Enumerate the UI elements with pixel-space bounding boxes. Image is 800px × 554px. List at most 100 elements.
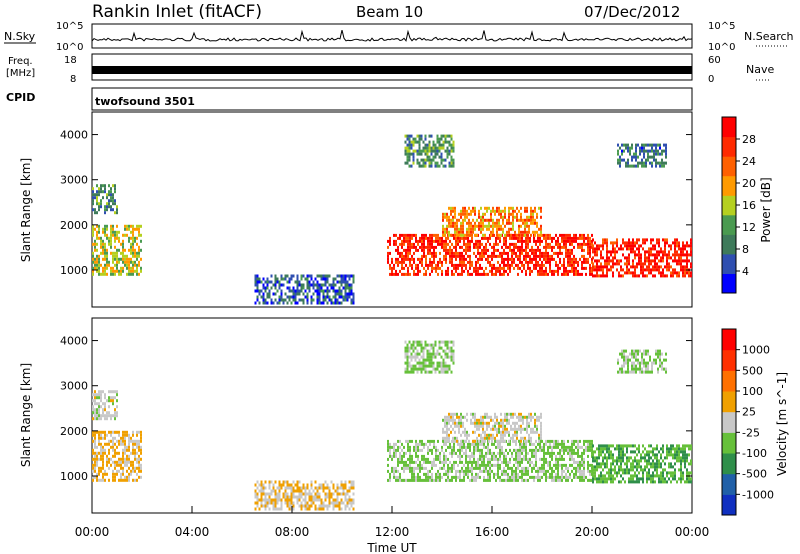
scatter-region-0 bbox=[92, 430, 142, 482]
freq-unit-label: [MHz] bbox=[6, 68, 35, 79]
power-panel-frame bbox=[91, 111, 693, 308]
nave-tick-bottom: 0 bbox=[708, 74, 714, 85]
y-tick-label: 4000 bbox=[60, 129, 88, 142]
colorbar-tick-label: -25 bbox=[742, 426, 760, 439]
colorbar-tick-label: 25 bbox=[742, 406, 756, 419]
date-label: 07/Dec/2012 bbox=[584, 3, 680, 21]
scatter-region-5 bbox=[592, 238, 692, 278]
colorbar-swatch bbox=[722, 214, 736, 235]
velocity-ylabel: Slant Range [km] bbox=[19, 363, 33, 467]
nsearch-tick-bottom: 10^0 bbox=[708, 42, 735, 53]
scatter-region-1 bbox=[92, 390, 118, 421]
colorbar-swatch bbox=[722, 273, 736, 294]
nsky-trace bbox=[91, 29, 693, 42]
scatter-region-6 bbox=[617, 349, 667, 374]
colorbar-swatch bbox=[722, 253, 736, 274]
y-tick-label: 4000 bbox=[60, 335, 88, 348]
x-tick-label: 16:00 bbox=[475, 525, 510, 539]
nsky-tick-bottom: 10^0 bbox=[56, 42, 83, 53]
colorbar-tick-label: 8 bbox=[742, 243, 749, 256]
y-tick-label: 2000 bbox=[60, 425, 88, 438]
cpid-value: twofsound 3501 bbox=[95, 95, 195, 108]
colorbar-swatch bbox=[722, 494, 736, 516]
colorbar-tick-label: 20 bbox=[742, 177, 756, 190]
nsearch-tick-top: 10^5 bbox=[708, 21, 735, 32]
colorbar-swatch bbox=[722, 195, 736, 216]
colorbar-swatch bbox=[722, 234, 736, 255]
scatter-region-2 bbox=[254, 274, 355, 305]
colorbar-tick-label: -500 bbox=[742, 468, 767, 481]
colorbar-swatch bbox=[722, 156, 736, 177]
power-ylabel: Slant Range [km] bbox=[19, 158, 33, 262]
y-tick-label: 2000 bbox=[60, 219, 88, 232]
cpid-label: CPID bbox=[6, 91, 35, 104]
power-panel: Slant Range [km] 1000 2000 3000 4000 bbox=[19, 111, 693, 308]
beam-label: Beam 10 bbox=[356, 3, 423, 21]
colorbar-swatch bbox=[722, 411, 736, 433]
colorbar-swatch bbox=[722, 136, 736, 157]
colorbar-tick-label: 4 bbox=[742, 265, 749, 278]
colorbar-tick-label: 16 bbox=[742, 199, 756, 212]
scatter-region-4 bbox=[442, 206, 542, 237]
freq-trace bbox=[92, 66, 692, 74]
velocity-colorbar-label: Velocity [m s^-1] bbox=[775, 372, 789, 476]
velocity-yticks: 1000 2000 3000 4000 bbox=[60, 335, 692, 483]
colorbar-swatch bbox=[722, 432, 736, 454]
colorbar-swatch bbox=[722, 175, 736, 196]
colorbar-tick-label: 28 bbox=[742, 133, 756, 146]
x-tick-label: 04:00 bbox=[175, 525, 210, 539]
colorbar-swatch bbox=[722, 117, 736, 138]
velocity-colorbar: 1000 500 100 25 -25 -100 -500 -1000 bbox=[721, 328, 774, 516]
x-tick-label: 08:00 bbox=[275, 525, 310, 539]
colorbar-tick-label: 100 bbox=[742, 385, 763, 398]
colorbar-tick-label: 500 bbox=[742, 364, 763, 377]
y-tick-label: 1000 bbox=[60, 264, 88, 277]
scatter-region-7 bbox=[404, 340, 455, 374]
x-tick-label: 12:00 bbox=[375, 525, 410, 539]
scatter-region-3 bbox=[387, 439, 593, 482]
freq-label: Freq. bbox=[8, 56, 33, 67]
velocity-panel-frame bbox=[91, 317, 693, 514]
nsearch-label: N.Search bbox=[744, 30, 794, 43]
station-title: Rankin Inlet (fitACF) bbox=[92, 2, 262, 22]
scatter-region-4 bbox=[442, 412, 542, 443]
cpid-panel-frame bbox=[91, 87, 693, 111]
power-colorbar-label: Power [dB] bbox=[759, 177, 773, 242]
colorbar-tick-label: 24 bbox=[742, 155, 756, 168]
scatter-region-7 bbox=[404, 134, 455, 168]
power-colorbar: 28 24 20 16 12 8 4 bbox=[721, 116, 756, 294]
colorbar-tick-label: 12 bbox=[742, 221, 756, 234]
nsky-label: N.Sky bbox=[4, 30, 36, 43]
power-yticks: 1000 2000 3000 4000 bbox=[60, 129, 692, 277]
colorbar-tick-label: 1000 bbox=[742, 344, 770, 357]
y-tick-label: 3000 bbox=[60, 174, 88, 187]
colorbar-tick-label: -100 bbox=[742, 447, 767, 460]
colorbar-tick-label: -1000 bbox=[742, 488, 774, 501]
velocity-cells bbox=[92, 340, 692, 511]
nave-tick-top: 60 bbox=[708, 55, 721, 66]
freq-tick-top: 18 bbox=[64, 55, 77, 66]
colorbar-swatch bbox=[722, 473, 736, 495]
nsky-tick-top: 10^5 bbox=[56, 21, 83, 32]
power-cells bbox=[92, 134, 692, 305]
scatter-region-0 bbox=[92, 224, 142, 276]
x-tick-label: 00:00 bbox=[675, 525, 710, 539]
time-axis-label: Time UT bbox=[366, 541, 417, 554]
x-tick-label: 20:00 bbox=[575, 525, 610, 539]
x-tick-label: 00:00 bbox=[75, 525, 110, 539]
scatter-region-1 bbox=[92, 184, 118, 215]
colorbar-swatch bbox=[722, 329, 736, 351]
scatter-region-2 bbox=[254, 480, 355, 511]
nsky-panel-frame bbox=[91, 23, 693, 49]
scatter-region-5 bbox=[592, 444, 692, 484]
scatter-region-3 bbox=[387, 233, 593, 276]
nave-label: Nave bbox=[746, 63, 774, 76]
colorbar-swatch bbox=[722, 349, 736, 371]
y-tick-label: 1000 bbox=[60, 470, 88, 483]
scatter-region-6 bbox=[617, 143, 667, 168]
colorbar-swatch bbox=[722, 370, 736, 392]
velocity-xticks: 00:00 04:00 08:00 12:00 16:00 20:00 00:00 bbox=[75, 506, 710, 539]
y-tick-label: 3000 bbox=[60, 380, 88, 393]
